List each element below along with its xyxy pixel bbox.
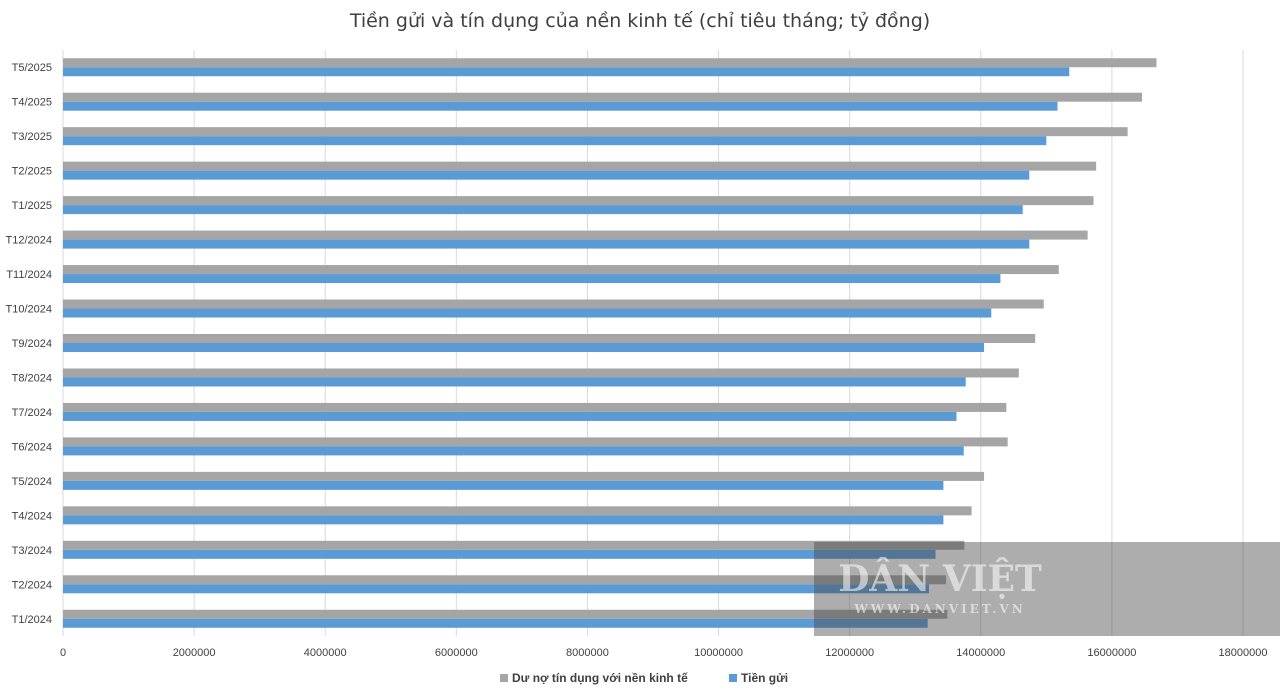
y-tick-label: T12/2024 bbox=[6, 235, 52, 247]
bar-deposit bbox=[63, 274, 1001, 284]
y-tick-label: T4/2024 bbox=[12, 510, 52, 522]
y-tick-label: T9/2024 bbox=[12, 338, 52, 350]
y-tick-label: T5/2024 bbox=[12, 476, 52, 488]
y-tick-label: T1/2025 bbox=[12, 200, 52, 212]
x-tick-label: 0 bbox=[60, 647, 66, 659]
bar-deposit bbox=[63, 239, 1030, 249]
y-tick-label: T8/2024 bbox=[12, 372, 52, 384]
y-tick-label: T3/2024 bbox=[12, 545, 52, 557]
watermark-brand: DÂN VIỆT bbox=[838, 557, 1042, 600]
legend-swatch bbox=[500, 674, 508, 682]
x-tick-label: 12000000 bbox=[825, 647, 874, 659]
bar-deposit bbox=[63, 170, 1030, 180]
bar-deposit bbox=[63, 205, 1023, 215]
bar-deposit bbox=[63, 67, 1070, 77]
bar-credit bbox=[63, 471, 985, 481]
y-tick-label: T5/2025 bbox=[12, 62, 52, 74]
bar-deposit bbox=[63, 515, 944, 525]
bar-deposit bbox=[63, 308, 992, 318]
bar-deposit bbox=[63, 411, 957, 421]
bar-deposit bbox=[63, 480, 944, 490]
bar-deposit bbox=[63, 618, 928, 628]
bar-credit bbox=[63, 575, 947, 585]
bar-credit bbox=[63, 437, 1008, 447]
x-tick-label: 14000000 bbox=[956, 647, 1005, 659]
bar-credit bbox=[63, 92, 1143, 102]
bar-deposit bbox=[63, 136, 1047, 146]
x-tick-label: 8000000 bbox=[566, 647, 609, 659]
bar-credit bbox=[63, 540, 965, 550]
y-tick-label: T6/2024 bbox=[12, 441, 52, 453]
x-tick-label: 4000000 bbox=[304, 647, 347, 659]
y-tick-label: T1/2024 bbox=[12, 614, 52, 626]
y-tick-label: T2/2024 bbox=[12, 579, 52, 591]
y-tick-label: T10/2024 bbox=[6, 304, 52, 316]
x-tick-label: 10000000 bbox=[694, 647, 743, 659]
bar-credit bbox=[63, 265, 1059, 275]
legend-label: Dư nợ tín dụng với nền kinh tế bbox=[512, 671, 688, 685]
x-tick-label: 2000000 bbox=[173, 647, 216, 659]
bar-deposit bbox=[63, 343, 985, 352]
bar-credit bbox=[63, 161, 1097, 171]
chart-title: Tiền gửi và tín dụng của nền kinh tế (ch… bbox=[349, 10, 930, 32]
y-tick-label: T4/2025 bbox=[12, 97, 52, 109]
bar-credit bbox=[63, 506, 972, 516]
y-tick-label: T3/2025 bbox=[12, 131, 52, 143]
bar-credit bbox=[63, 402, 1007, 412]
watermark-url: WWW.DANVIET.VN bbox=[853, 602, 1025, 616]
x-tick-label: 6000000 bbox=[435, 647, 478, 659]
bar-credit bbox=[63, 196, 1094, 206]
bar-credit bbox=[63, 58, 1157, 68]
y-tick-label: T2/2025 bbox=[12, 166, 52, 178]
bar-deposit bbox=[63, 549, 936, 559]
watermark-panel bbox=[814, 542, 1280, 636]
bar-credit bbox=[63, 334, 1036, 343]
bar-deposit bbox=[63, 446, 964, 456]
watermark-logo: DÂN VIỆT WWW.DANVIET.VN bbox=[814, 542, 1280, 636]
y-axis-ticks: T5/2025 T4/2025 T3/2025 T2/2025 T1/2025 T12/2… bbox=[6, 62, 52, 626]
x-axis-ticks: 0 2000000 4000000 6000000 8000000 10000000 120… bbox=[60, 647, 1268, 659]
x-tick-label: 16000000 bbox=[1087, 647, 1136, 659]
y-tick-label: T11/2024 bbox=[6, 269, 52, 281]
legend-label: Tiền gửi bbox=[741, 671, 788, 685]
bar-deposit bbox=[63, 584, 929, 594]
bar-credit bbox=[63, 368, 1019, 378]
bar-credit bbox=[63, 127, 1128, 137]
legend: Dư nợ tín dụng với nền kinh tế Tiền gửi bbox=[500, 671, 788, 685]
bar-deposit bbox=[63, 101, 1058, 111]
bar-credit bbox=[63, 299, 1044, 309]
y-tick-label: T7/2024 bbox=[12, 407, 52, 419]
x-tick-label: 18000000 bbox=[1219, 647, 1268, 659]
legend-swatch bbox=[729, 674, 737, 682]
bar-credit bbox=[63, 230, 1088, 240]
bars bbox=[63, 58, 1157, 628]
bar-deposit bbox=[63, 377, 966, 387]
bar-credit bbox=[63, 609, 948, 619]
